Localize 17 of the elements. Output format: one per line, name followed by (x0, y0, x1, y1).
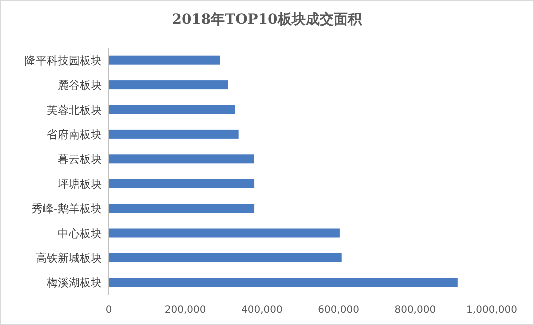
y-tick-label: 高铁新城板块 (36, 252, 102, 265)
y-tick-label: 隆平科技园板块 (25, 54, 102, 68)
y-tick-label: 中心板块 (58, 227, 102, 240)
x-tick-label: 1,000,000 (466, 305, 518, 316)
y-tick-label: 芙蓉北板块 (47, 104, 102, 117)
y-tick-label: 省府南板块 (47, 128, 102, 142)
y-tick-label: 坪塘板块 (57, 178, 102, 191)
x-tick-label: 400,000 (242, 305, 283, 316)
x-tick-label: 800,000 (394, 305, 436, 316)
title: 2018年TOP10板块成交面积 (172, 12, 362, 28)
x-tick-label: 200,000 (164, 305, 206, 316)
y-tick-label: 梅溪湖板块 (46, 276, 102, 290)
y-tick-label: 麓谷板块 (58, 79, 102, 92)
x-tick-label: 0 (106, 305, 112, 316)
x-tick-label: 600,000 (318, 305, 360, 316)
y-tick-label: 暮云板块 (58, 153, 102, 166)
y-tick-label: 秀峰-鹅羊板块 (32, 202, 102, 216)
